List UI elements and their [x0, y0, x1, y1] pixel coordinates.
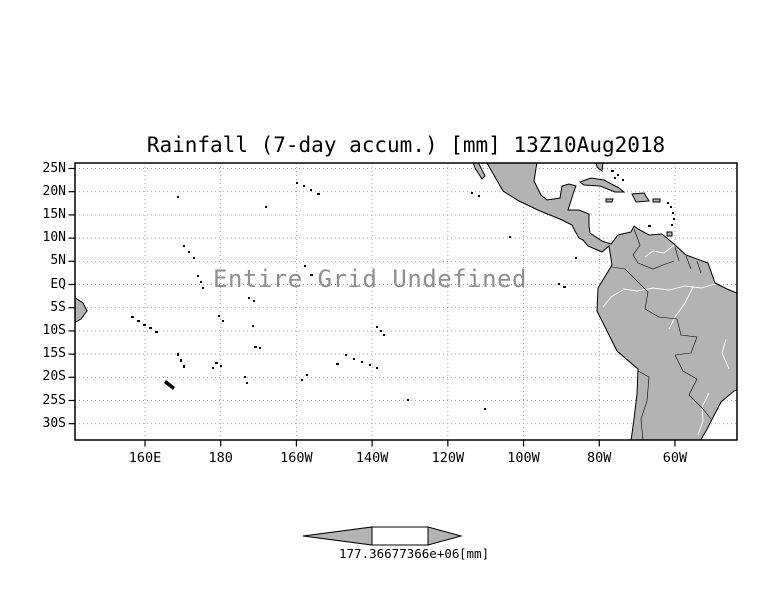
grid-undefined-message: Entire Grid Undefined: [213, 265, 527, 293]
colorbar-left-arrow: [302, 526, 373, 546]
puerto-rico: [652, 198, 661, 203]
landmasses: [75, 163, 737, 440]
lat-label-20s: 20S: [42, 369, 66, 385]
colorbar-right-arrow: [427, 526, 463, 546]
lat-label-25s: 25S: [42, 392, 66, 408]
lon-label-160e: 160E: [128, 450, 162, 466]
lat-label-15n: 15N: [42, 206, 66, 222]
lon-label-60w: 60W: [662, 450, 688, 466]
lon-label-100w: 100W: [507, 450, 540, 466]
lat-label-10s: 10S: [42, 322, 66, 338]
lat-label-eq: EQ: [50, 276, 66, 292]
hispaniola: [631, 192, 650, 203]
jamaica: [605, 198, 614, 203]
lon-label-120w: 120W: [431, 450, 465, 466]
map-plot-area: [68, 162, 738, 447]
axis-ticks: [68, 167, 676, 447]
colorbar-units-label: [mm]: [459, 546, 490, 561]
cuba: [578, 177, 626, 193]
lat-label-5n: 5N: [50, 253, 66, 269]
lon-label-160w: 160W: [280, 450, 313, 466]
lat-label-10n: 10N: [42, 230, 66, 246]
lat-label-30s: 30S: [42, 415, 66, 431]
new-guinea-sliver: [75, 297, 88, 324]
plot-box-frame: [74, 162, 738, 441]
lon-label-180: 180: [208, 450, 233, 466]
lat-label-5s: 5S: [50, 299, 66, 315]
plot-title: Rainfall (7-day accum.) [mm] 13Z10Aug201…: [146, 133, 666, 157]
caribbean-islands: [578, 163, 673, 237]
lon-label-140w: 140W: [355, 450, 389, 466]
lat-label-15s: 15S: [42, 346, 66, 362]
americas-landmass: [486, 163, 737, 440]
island-specks: [131, 170, 675, 410]
colorbar: [302, 526, 463, 546]
colorbar-scale-label: 177.36677366e+06: [339, 546, 460, 561]
lat-label-20n: 20N: [42, 183, 66, 199]
river-lines: [602, 244, 730, 436]
lat-label-25n: 25N: [42, 160, 66, 176]
colorbar-mid-cell: [371, 526, 429, 546]
trinidad: [666, 231, 673, 237]
baja-california: [472, 163, 486, 180]
florida-tip: [595, 163, 604, 172]
lon-label-80w: 80W: [587, 450, 612, 466]
country-borders: [611, 228, 712, 440]
